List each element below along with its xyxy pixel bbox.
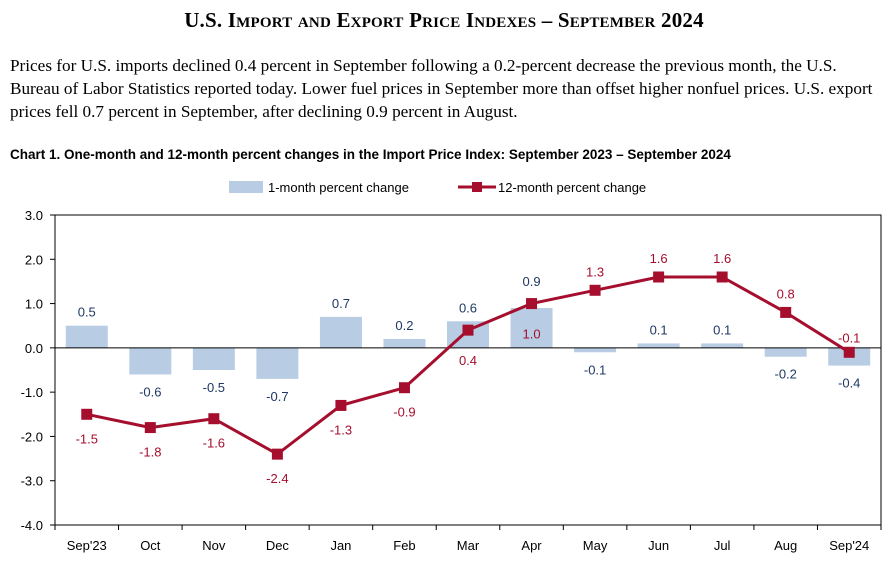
line-data-label: 1.6 [650,251,668,266]
bar-1-month [574,347,617,353]
bar-1-month [383,339,426,348]
bar-1-month [319,316,362,348]
marker-12-month [208,413,220,425]
marker-12-month [843,346,855,358]
x-tick-label: May [583,538,608,553]
y-tick-label: 3.0 [25,208,43,223]
x-tick-label: Mar [457,538,480,553]
x-tick-label: Sep'23 [67,538,107,553]
line-data-label: 0.4 [459,353,477,368]
line-data-label: -0.1 [838,330,860,345]
line-data-label: -0.9 [393,405,415,420]
bar-1-month [129,347,172,375]
bar-data-label: 0.6 [459,300,477,315]
marker-12-month [271,448,283,460]
line-data-label: -1.6 [203,436,225,451]
marker-12-month [716,271,728,283]
marker-12-month [144,422,156,434]
legend-line-label: 12-month percent change [498,180,646,195]
marker-12-month [653,271,665,283]
marker-12-month [398,382,410,394]
y-tick-label: 0.0 [25,341,43,356]
bar-1-month [701,343,744,348]
line-data-label: 1.0 [522,327,540,342]
intro-paragraph: Prices for U.S. imports declined 0.4 per… [10,56,873,121]
y-tick-label: -3.0 [21,474,43,489]
page-title: U.S. Import and Export Price Indexes – S… [184,8,704,32]
marker-12-month [526,298,538,310]
chart-title: Chart 1. One-month and 12-month percent … [10,147,731,162]
bar-data-label: -0.5 [203,380,225,395]
legend-bar-swatch [229,181,263,193]
line-data-label: 1.6 [713,251,731,266]
marker-12-month [335,399,347,411]
x-tick-label: Feb [393,538,415,553]
y-tick-label: 2.0 [25,252,43,267]
legend-bar-label: 1-month percent change [268,180,409,195]
bar-1-month [65,325,108,348]
line-data-label: -1.8 [139,445,161,460]
y-tick-label: -1.0 [21,385,43,400]
marker-12-month [780,306,792,318]
x-tick-label: Apr [521,538,542,553]
bar-data-label: 0.9 [522,274,540,289]
bar-1-month [256,347,299,379]
bar-1-month [764,347,807,357]
bar-1-month [637,343,680,348]
bar-data-label: 0.2 [395,318,413,333]
x-tick-label: Jul [714,538,731,553]
bar-data-label: 0.1 [650,322,668,337]
bar-data-label: -0.1 [584,362,606,377]
bar-data-label: -0.7 [266,389,288,404]
x-tick-label: Nov [202,538,226,553]
line-data-label: -2.4 [266,471,288,486]
bar-data-label: 0.7 [332,296,350,311]
x-tick-label: Jan [330,538,351,553]
line-data-label: -1.3 [330,422,352,437]
legend-line-marker [472,182,482,192]
marker-12-month [589,284,601,296]
bar-data-label: 0.1 [713,322,731,337]
x-tick-label: Aug [774,538,797,553]
bar-1-month [510,308,553,348]
y-tick-label: -4.0 [21,518,43,533]
marker-12-month [462,324,474,336]
marker-12-month [81,408,93,420]
y-tick-label: 1.0 [25,297,43,312]
x-tick-label: Sep'24 [829,538,869,553]
line-data-label: -1.5 [76,431,98,446]
bar-data-label: -0.4 [838,376,860,391]
x-tick-label: Oct [140,538,161,553]
y-tick-label: -2.0 [21,429,43,444]
x-tick-label: Dec [266,538,290,553]
bar-data-label: -0.2 [774,367,796,382]
x-tick-label: Jun [648,538,669,553]
plot-frame [54,214,882,526]
line-data-label: 1.3 [586,264,604,279]
bar-data-label: -0.6 [139,384,161,399]
line-data-label: 0.8 [777,286,795,301]
bar-1-month [192,347,235,370]
bar-data-label: 0.5 [78,305,96,320]
